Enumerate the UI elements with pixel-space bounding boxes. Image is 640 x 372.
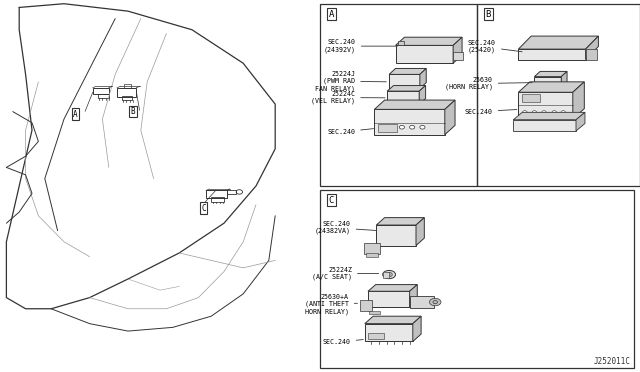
Text: C: C	[329, 196, 334, 205]
Ellipse shape	[380, 125, 385, 129]
Polygon shape	[416, 218, 424, 246]
Ellipse shape	[561, 111, 566, 114]
Polygon shape	[374, 100, 455, 109]
Polygon shape	[576, 112, 585, 131]
Ellipse shape	[532, 111, 536, 114]
Text: 25224C
(VEL RELAY): 25224C (VEL RELAY)	[311, 91, 385, 104]
Bar	[124, 84, 131, 88]
Bar	[387, 91, 419, 104]
Polygon shape	[413, 316, 421, 341]
Bar	[396, 45, 453, 63]
Bar	[360, 300, 372, 311]
Bar	[227, 190, 236, 194]
Text: A: A	[329, 10, 334, 19]
Bar	[522, 94, 540, 102]
Bar	[410, 296, 434, 308]
Bar	[366, 253, 378, 257]
Polygon shape	[453, 37, 462, 63]
Polygon shape	[387, 86, 426, 91]
Text: 25630+A
(ANTI THEFT
 HORN RELAY): 25630+A (ANTI THEFT HORN RELAY)	[301, 294, 358, 315]
Bar	[518, 49, 586, 60]
Bar	[518, 92, 573, 119]
Bar	[365, 324, 413, 341]
Polygon shape	[419, 86, 426, 104]
Ellipse shape	[552, 111, 557, 114]
Text: A: A	[73, 110, 78, 119]
Polygon shape	[518, 82, 584, 92]
Text: SEC.240
(24392V): SEC.240 (24392V)	[324, 39, 397, 53]
Bar	[586, 49, 597, 60]
Polygon shape	[518, 36, 598, 49]
Ellipse shape	[389, 125, 394, 129]
Text: SEC.240: SEC.240	[327, 129, 374, 135]
Polygon shape	[410, 285, 417, 307]
Polygon shape	[586, 36, 598, 60]
Bar	[374, 109, 445, 135]
Polygon shape	[389, 68, 426, 74]
Text: B: B	[486, 10, 491, 19]
Ellipse shape	[522, 111, 527, 114]
Polygon shape	[420, 68, 426, 89]
Polygon shape	[368, 285, 417, 291]
Polygon shape	[376, 218, 424, 225]
Bar	[320, 190, 634, 368]
Bar	[93, 88, 109, 94]
Bar	[98, 94, 109, 98]
Text: SEC.240
(24382VA): SEC.240 (24382VA)	[315, 221, 376, 234]
Polygon shape	[534, 71, 567, 77]
Bar	[453, 52, 463, 60]
Ellipse shape	[386, 272, 392, 277]
Bar	[368, 333, 384, 339]
Text: J252011C: J252011C	[593, 357, 630, 366]
Bar	[513, 120, 576, 131]
Bar	[378, 124, 397, 132]
Text: 25630
(HORN RELAY): 25630 (HORN RELAY)	[445, 77, 532, 90]
Bar	[398, 41, 404, 45]
Polygon shape	[365, 316, 421, 324]
Polygon shape	[396, 37, 462, 45]
Polygon shape	[561, 71, 567, 89]
Bar	[206, 190, 227, 198]
Text: 25224Z
(A/C SEAT): 25224Z (A/C SEAT)	[312, 267, 379, 280]
Text: B: B	[131, 107, 136, 116]
Ellipse shape	[383, 270, 396, 279]
Text: SEC.240: SEC.240	[465, 109, 517, 115]
Ellipse shape	[541, 111, 547, 114]
Bar	[122, 96, 132, 100]
Bar	[117, 88, 136, 97]
Bar	[389, 74, 420, 89]
Ellipse shape	[420, 125, 425, 129]
Bar	[211, 197, 224, 202]
Polygon shape	[445, 100, 455, 135]
Ellipse shape	[399, 125, 404, 129]
Text: 25224J
(PWM RAD
 FAN RELAY): 25224J (PWM RAD FAN RELAY)	[311, 71, 387, 92]
Bar	[320, 4, 477, 186]
Bar	[534, 77, 561, 89]
Polygon shape	[573, 82, 584, 119]
Bar	[364, 243, 380, 254]
Text: C: C	[201, 204, 206, 213]
Text: SEC.240: SEC.240	[323, 339, 364, 345]
Polygon shape	[513, 112, 585, 120]
Bar	[376, 225, 416, 246]
Bar	[369, 311, 380, 314]
Ellipse shape	[410, 125, 415, 129]
Bar	[383, 272, 389, 278]
Text: SEC.240
(25420): SEC.240 (25420)	[468, 40, 522, 53]
Bar	[477, 4, 640, 186]
Bar	[368, 291, 410, 307]
Ellipse shape	[429, 298, 441, 306]
